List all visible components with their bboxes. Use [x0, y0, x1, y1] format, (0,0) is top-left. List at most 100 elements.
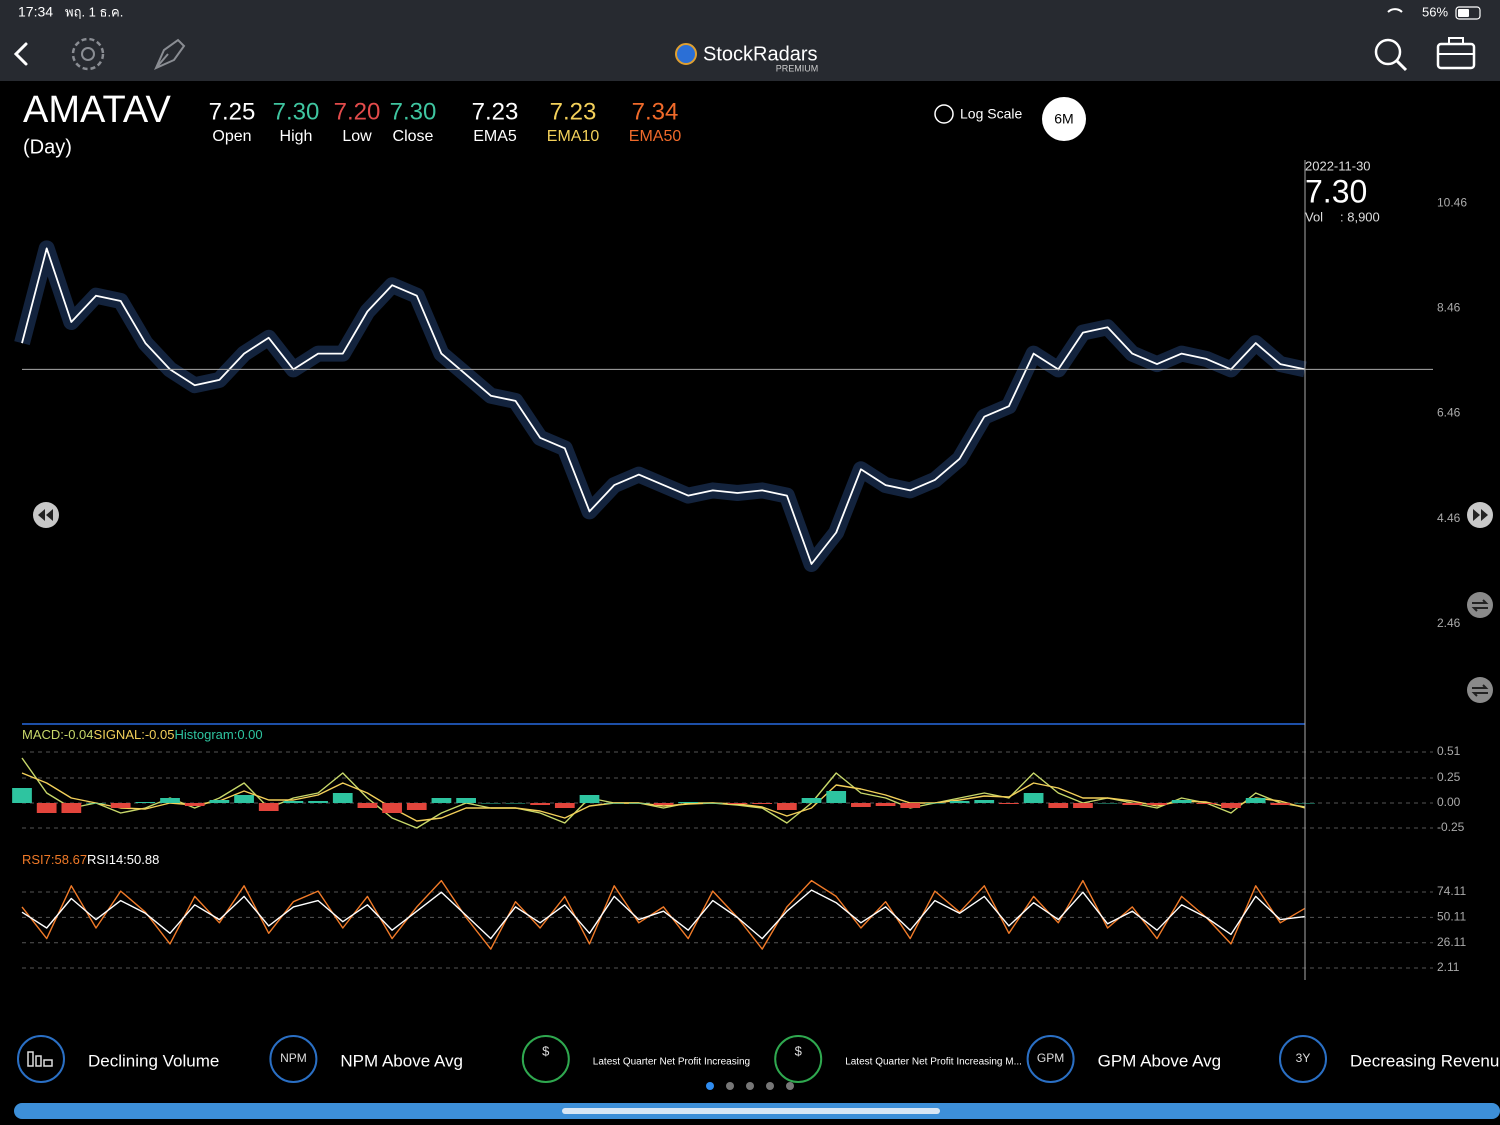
legend-entry: SIGNAL:-0.05 — [94, 727, 175, 742]
histogram-bar — [160, 798, 180, 803]
brand-tier: PREMIUM — [776, 63, 819, 73]
legend-entry: MACD:-0.04 — [22, 727, 94, 742]
histogram-bar — [481, 803, 501, 804]
button-circle — [1467, 592, 1493, 618]
signal-icon-text: 3Y — [1296, 1051, 1311, 1065]
histogram-bar — [358, 803, 378, 808]
histogram-bar — [1147, 803, 1167, 805]
signal-label: NPM Above Avg — [340, 1051, 463, 1070]
histogram-bar — [135, 802, 155, 803]
crosshair-price: 7.30 — [1305, 173, 1367, 209]
legend-entry: RSI7:58.67 — [22, 852, 87, 867]
scroll-left-button[interactable] — [33, 502, 59, 528]
y-tick-label: 0.25 — [1437, 770, 1461, 784]
field-value: 7.25 — [209, 98, 256, 125]
histogram-bar — [37, 803, 57, 813]
histogram-bar — [900, 803, 920, 808]
y-tick-label: 10.46 — [1437, 195, 1467, 209]
home-indicator — [562, 1108, 940, 1114]
legend-entry: Histogram:0.00 — [174, 727, 262, 742]
histogram-bar — [185, 803, 205, 806]
indicator-legend: RSI7:58.67RSI14:50.88 — [22, 852, 159, 867]
field-value: 7.23 — [472, 98, 519, 125]
histogram-bar — [974, 800, 994, 803]
histogram-bar — [61, 803, 81, 813]
scroll-right-button[interactable] — [1467, 502, 1493, 528]
signal-icon-text: $ — [542, 1043, 550, 1058]
histogram-bar — [284, 801, 304, 803]
page-dot-active[interactable] — [706, 1082, 714, 1090]
histogram-bar — [703, 803, 723, 804]
status-date: พฤ. 1 ธ.ค. — [65, 4, 123, 19]
histogram-bar — [851, 803, 871, 807]
y-tick-label: 0.00 — [1437, 795, 1461, 809]
histogram-bar — [407, 803, 427, 810]
histogram-bar — [925, 803, 945, 804]
legend-entry: RSI14:50.88 — [87, 852, 159, 867]
histogram-bar — [506, 803, 526, 804]
histogram-bar — [1196, 803, 1216, 804]
signal-icon-text: $ — [795, 1043, 803, 1058]
histogram-bar — [1172, 800, 1192, 803]
field-label: Open — [212, 128, 251, 145]
y-tick-label: 2.11 — [1437, 960, 1460, 974]
field-value: 7.23 — [550, 98, 597, 125]
range-button[interactable]: 6M — [1042, 97, 1086, 141]
top-bar — [0, 0, 1500, 81]
signal-icon-text: GPM — [1037, 1051, 1064, 1065]
y-tick-label: 50.11 — [1437, 910, 1466, 924]
crosshair-date: 2022-11-30 — [1305, 158, 1371, 173]
histogram-bar — [604, 803, 624, 804]
swap-indicator-button[interactable] — [1467, 677, 1493, 703]
page-dot[interactable] — [726, 1082, 734, 1090]
histogram-bar — [777, 803, 797, 810]
histogram-bar — [1221, 803, 1241, 808]
histogram-bar — [432, 798, 452, 803]
histogram-bar — [1270, 803, 1290, 805]
histogram-bar — [308, 801, 328, 803]
crosshair-vol: : 8,900 — [1340, 209, 1380, 224]
field-value: 7.30 — [390, 98, 437, 125]
histogram-bar — [382, 803, 402, 813]
signal-icon-text: NPM — [280, 1051, 307, 1065]
crosshair-vol-label: Vol — [1305, 209, 1323, 224]
histogram-bar — [1246, 798, 1266, 803]
y-tick-label: 0.51 — [1437, 744, 1461, 758]
histogram-bar — [111, 803, 131, 808]
period: (Day) — [23, 136, 72, 158]
histogram-bar — [1122, 803, 1142, 805]
y-tick-label: 2.46 — [1437, 616, 1461, 630]
page-dot[interactable] — [746, 1082, 754, 1090]
page-dot[interactable] — [786, 1082, 794, 1090]
y-tick-label: 74.11 — [1437, 884, 1466, 898]
histogram-bar — [654, 803, 674, 805]
signal-label: Latest Quarter Net Profit Increasing — [593, 1057, 750, 1068]
page-dot[interactable] — [766, 1082, 774, 1090]
histogram-bar — [1048, 803, 1068, 808]
histogram-bar — [728, 803, 748, 804]
histogram-bar — [629, 803, 649, 804]
signal-label: GPM Above Avg — [1098, 1051, 1221, 1070]
brand-logo — [676, 44, 696, 64]
y-tick-label: 26.11 — [1437, 935, 1466, 949]
status-time: 17:34 — [18, 4, 53, 20]
field-value: 7.34 — [632, 98, 679, 125]
log-scale-label: Log Scale — [960, 106, 1022, 122]
button-circle — [1467, 677, 1493, 703]
swap-indicator-button[interactable] — [1467, 592, 1493, 618]
signal-label: Latest Quarter Net Profit Increasing M..… — [845, 1057, 1022, 1068]
histogram-bar — [1024, 793, 1044, 803]
signal-label: Decreasing Revenue 3 — [1350, 1051, 1500, 1070]
indicator-legend: MACD:-0.04SIGNAL:-0.05Histogram:0.00 — [22, 727, 263, 742]
field-label: High — [280, 128, 313, 145]
histogram-bar — [802, 798, 822, 803]
histogram-bar — [555, 803, 575, 808]
field-label: Close — [393, 128, 434, 145]
y-tick-label: 8.46 — [1437, 301, 1461, 315]
histogram-bar — [12, 788, 32, 803]
field-label: EMA50 — [629, 128, 682, 145]
y-tick-label: 6.46 — [1437, 406, 1461, 420]
histogram-bar — [1098, 803, 1118, 804]
